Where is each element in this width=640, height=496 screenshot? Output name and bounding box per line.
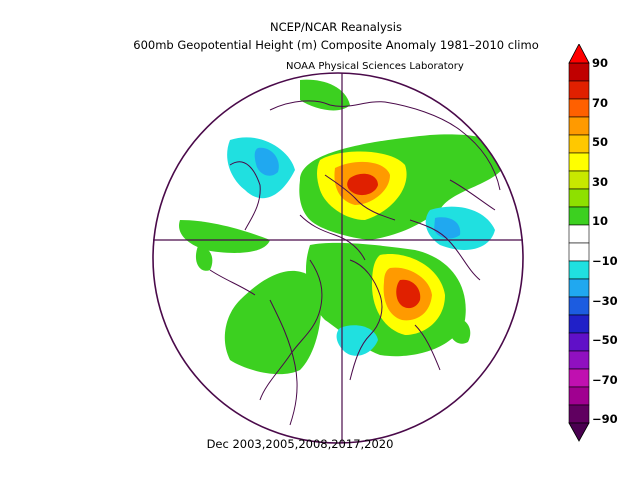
colorbar-cells (568, 62, 590, 424)
colorbar (568, 44, 590, 442)
colorbar-label: 70 (592, 95, 609, 110)
colorbar-label: −30 (592, 293, 618, 308)
title-line-2: 600mb Geopotential Height (m) Composite … (133, 38, 539, 52)
colorbar-cell (568, 80, 590, 100)
colorbar-label: 50 (592, 135, 609, 150)
anomaly-usa-cyan (336, 325, 378, 356)
colorbar-label: −90 (592, 412, 618, 427)
anomaly-india-blue (254, 147, 279, 176)
anomaly-namerica-green (224, 270, 322, 375)
anomaly-mexico-green (195, 246, 213, 271)
colorbar-cell (568, 296, 590, 316)
anomaly-siberia-red (347, 173, 378, 196)
colorbar-cell (568, 134, 590, 154)
map-boundary (152, 72, 524, 444)
colorbar-cell (568, 206, 590, 226)
anomaly-atlantic-red (396, 279, 421, 309)
source-label: NOAA Physical Sciences Laboratory (286, 61, 464, 72)
colorbar-cell (568, 314, 590, 334)
colorbar-label: −50 (592, 333, 618, 348)
colorbar-label: 30 (592, 174, 609, 189)
footer-dates: Dec 2003,2005,2008,2017,2020 (206, 437, 394, 451)
colorbar-cell (568, 188, 590, 208)
colorbar-cell (568, 350, 590, 370)
colorbar-label: −70 (592, 372, 618, 387)
colorbar-bottom-arrow (568, 422, 590, 442)
colorbar-label: −10 (592, 254, 618, 268)
colorbar-cell (568, 386, 590, 406)
colorbar-label: 10 (592, 214, 609, 229)
anomaly-fill (179, 79, 506, 375)
coastlines (209, 100, 501, 426)
colorbar-cell (568, 62, 590, 82)
anomaly-alaska-green (300, 79, 350, 111)
colorbar-cell (568, 98, 590, 118)
colorbar-cell (568, 368, 590, 388)
title-line-1: NCEP/NCAR Reanalysis (270, 20, 402, 34)
colorbar-top-arrow (568, 44, 590, 64)
colorbar-cell (568, 278, 590, 298)
polar-map (152, 72, 524, 444)
anomaly-pacific-green (179, 220, 270, 253)
colorbar-cell (568, 170, 590, 190)
colorbar-cell (568, 224, 590, 244)
colorbar-cell (568, 242, 590, 262)
colorbar-cell (568, 260, 590, 280)
colorbar-label: 90 (592, 56, 609, 70)
colorbar-cell (568, 152, 590, 172)
colorbar-cell (568, 116, 590, 136)
anomaly-atlantic-south-green (448, 317, 471, 344)
colorbar-cell (568, 404, 590, 424)
colorbar-cell (568, 332, 590, 352)
